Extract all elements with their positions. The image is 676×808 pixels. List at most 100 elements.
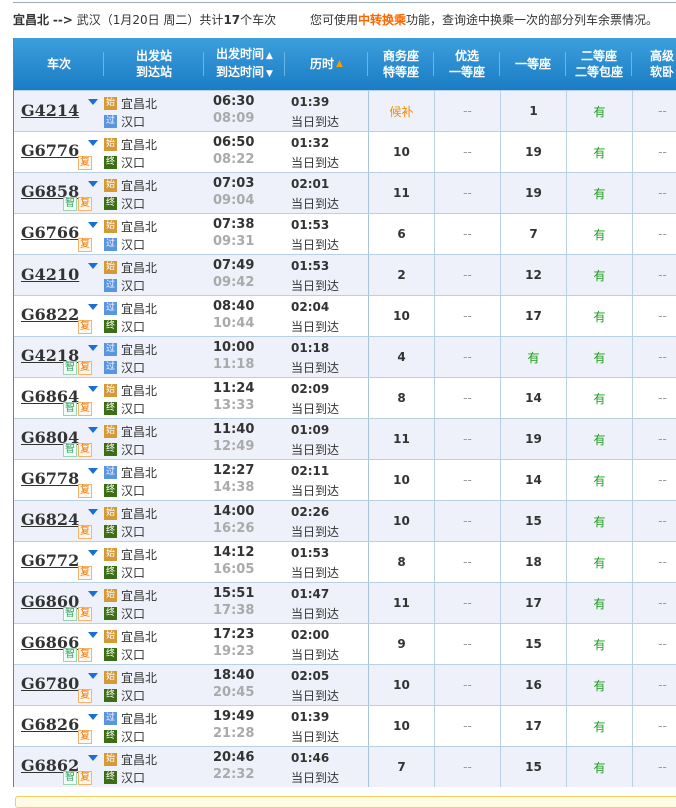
seat-premium-value[interactable]: -- bbox=[463, 227, 472, 241]
train-number-link[interactable]: G4214 bbox=[21, 101, 80, 120]
seat-premium[interactable]: -- bbox=[434, 337, 500, 377]
seat-soft-value[interactable]: -- bbox=[658, 186, 667, 200]
dropdown-arrow-icon[interactable] bbox=[88, 468, 98, 474]
seat-second[interactable]: 有 bbox=[566, 173, 632, 213]
sort-up-icon[interactable]: ▲ bbox=[336, 59, 343, 69]
seat-business-value[interactable]: 10 bbox=[393, 145, 410, 159]
seat-business-value[interactable]: 6 bbox=[397, 227, 406, 241]
seat-soft[interactable]: -- bbox=[632, 337, 676, 377]
seat-first-value[interactable]: 17 bbox=[525, 596, 542, 610]
seat-soft[interactable]: -- bbox=[632, 706, 676, 746]
seat-business-value[interactable]: 候补 bbox=[389, 104, 414, 119]
seat-first-value[interactable]: 18 bbox=[525, 555, 542, 569]
seat-premium-value[interactable]: -- bbox=[463, 596, 472, 610]
seat-business-value[interactable]: 8 bbox=[397, 555, 406, 569]
seat-first-value[interactable]: 7 bbox=[529, 227, 538, 241]
seat-premium-value[interactable]: -- bbox=[463, 678, 472, 692]
seat-second[interactable]: 有 bbox=[566, 132, 632, 172]
seat-second-value[interactable]: 有 bbox=[593, 309, 606, 324]
seat-soft-value[interactable]: -- bbox=[658, 473, 667, 487]
seat-second[interactable]: 有 bbox=[566, 337, 632, 377]
seat-business-value[interactable]: 11 bbox=[393, 432, 410, 446]
dropdown-arrow-icon[interactable] bbox=[88, 140, 98, 146]
seat-second-value[interactable]: 有 bbox=[593, 186, 606, 201]
seat-first[interactable]: 12 bbox=[500, 255, 566, 295]
seat-soft[interactable]: -- bbox=[632, 542, 676, 582]
seat-business-value[interactable]: 10 bbox=[393, 309, 410, 323]
header-duration[interactable]: 历时 ▲ bbox=[285, 38, 368, 90]
seat-soft-value[interactable]: -- bbox=[658, 719, 667, 733]
train-number-link[interactable]: G6858 bbox=[21, 182, 80, 201]
seat-soft-value[interactable]: -- bbox=[658, 227, 667, 241]
dropdown-arrow-icon[interactable] bbox=[88, 591, 98, 597]
seat-business[interactable]: 10 bbox=[368, 706, 434, 746]
seat-business-value[interactable]: 10 bbox=[393, 678, 410, 692]
seat-business[interactable]: 7 bbox=[368, 747, 434, 787]
seat-premium-value[interactable]: -- bbox=[463, 350, 472, 364]
train-number-link[interactable]: G6766 bbox=[21, 223, 80, 242]
seat-business[interactable]: 候补 bbox=[368, 91, 434, 131]
dropdown-arrow-icon[interactable] bbox=[88, 632, 98, 638]
seat-business-value[interactable]: 11 bbox=[393, 186, 410, 200]
train-number-link[interactable]: G6780 bbox=[21, 674, 80, 693]
seat-soft[interactable]: -- bbox=[632, 419, 676, 459]
dropdown-arrow-icon[interactable] bbox=[88, 222, 98, 228]
seat-premium[interactable]: -- bbox=[434, 378, 500, 418]
seat-soft-value[interactable]: -- bbox=[658, 760, 667, 774]
seat-premium[interactable]: -- bbox=[434, 296, 500, 336]
seat-soft[interactable]: -- bbox=[632, 460, 676, 500]
seat-premium-value[interactable]: -- bbox=[463, 309, 472, 323]
seat-first-value[interactable]: 17 bbox=[525, 309, 542, 323]
seat-soft[interactable]: -- bbox=[632, 255, 676, 295]
seat-second-value[interactable]: 有 bbox=[593, 678, 606, 693]
seat-business-value[interactable]: 9 bbox=[397, 637, 406, 651]
seat-business-value[interactable]: 2 bbox=[397, 268, 406, 282]
seat-soft[interactable]: -- bbox=[632, 214, 676, 254]
seat-second[interactable]: 有 bbox=[566, 624, 632, 664]
seat-first-value[interactable]: 17 bbox=[525, 719, 542, 733]
seat-soft-value[interactable]: -- bbox=[658, 678, 667, 692]
seat-business[interactable]: 11 bbox=[368, 583, 434, 623]
train-number-link[interactable]: G6824 bbox=[21, 510, 80, 529]
seat-premium-value[interactable]: -- bbox=[463, 432, 472, 446]
seat-business[interactable]: 10 bbox=[368, 132, 434, 172]
seat-business[interactable]: 4 bbox=[368, 337, 434, 377]
dropdown-arrow-icon[interactable] bbox=[88, 386, 98, 392]
seat-premium-value[interactable]: -- bbox=[463, 186, 472, 200]
seat-premium-value[interactable]: -- bbox=[463, 719, 472, 733]
seat-second-value[interactable]: 有 bbox=[593, 555, 606, 570]
header-dep[interactable]: 出发时间 bbox=[216, 47, 265, 61]
seat-soft[interactable]: -- bbox=[632, 296, 676, 336]
seat-first[interactable]: 15 bbox=[500, 501, 566, 541]
seat-second[interactable]: 有 bbox=[566, 706, 632, 746]
seat-soft-value[interactable]: -- bbox=[658, 145, 667, 159]
seat-second-value[interactable]: 有 bbox=[593, 104, 606, 119]
seat-second-value[interactable]: 有 bbox=[593, 227, 606, 242]
seat-second[interactable]: 有 bbox=[566, 214, 632, 254]
seat-first[interactable]: 有 bbox=[500, 337, 566, 377]
seat-business[interactable]: 6 bbox=[368, 214, 434, 254]
seat-first[interactable]: 1 bbox=[500, 91, 566, 131]
seat-premium[interactable]: -- bbox=[434, 132, 500, 172]
seat-soft-value[interactable]: -- bbox=[658, 350, 667, 364]
seat-first-value[interactable]: 15 bbox=[525, 514, 542, 528]
dropdown-arrow-icon[interactable] bbox=[88, 99, 98, 105]
seat-soft-value[interactable]: -- bbox=[658, 309, 667, 323]
seat-soft[interactable]: -- bbox=[632, 378, 676, 418]
seat-soft[interactable]: -- bbox=[632, 747, 676, 787]
seat-second[interactable]: 有 bbox=[566, 747, 632, 787]
seat-soft[interactable]: -- bbox=[632, 91, 676, 131]
seat-premium[interactable]: -- bbox=[434, 91, 500, 131]
seat-business-value[interactable]: 8 bbox=[397, 391, 406, 405]
seat-first-value[interactable]: 14 bbox=[525, 391, 542, 405]
seat-first[interactable]: 15 bbox=[500, 747, 566, 787]
train-number-link[interactable]: G6866 bbox=[21, 633, 80, 652]
seat-soft[interactable]: -- bbox=[632, 501, 676, 541]
seat-business[interactable]: 8 bbox=[368, 378, 434, 418]
seat-first[interactable]: 19 bbox=[500, 173, 566, 213]
seat-business[interactable]: 10 bbox=[368, 460, 434, 500]
seat-second-value[interactable]: 有 bbox=[593, 391, 606, 406]
seat-premium[interactable]: -- bbox=[434, 624, 500, 664]
seat-second-value[interactable]: 有 bbox=[593, 473, 606, 488]
seat-soft-value[interactable]: -- bbox=[658, 514, 667, 528]
